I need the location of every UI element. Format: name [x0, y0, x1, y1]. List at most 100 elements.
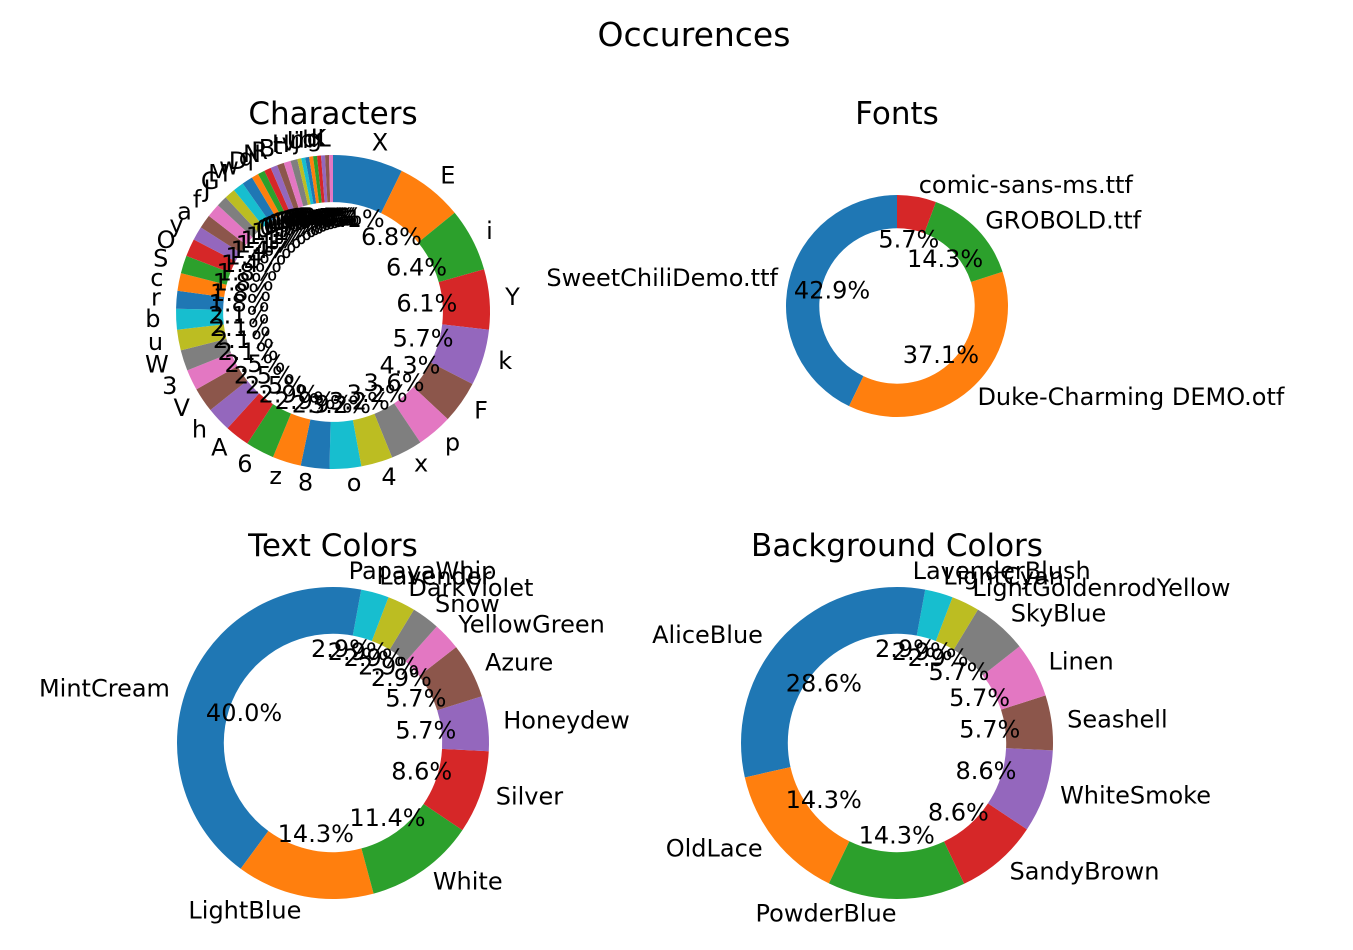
characters-label-u: U — [287, 127, 305, 155]
fonts-wedge-comic-sans-ms-ttf — [897, 195, 936, 234]
characters-percent-g: 1.1% — [241, 226, 302, 254]
text-colors-wedge-lightblue — [240, 831, 374, 899]
fonts-label-duke-charming-demo-otf: Duke-Charming DEMO.otf — [977, 383, 1284, 411]
characters-wedge-i — [418, 212, 485, 283]
characters-label-f: f — [193, 185, 202, 213]
characters-wedge-c — [177, 273, 227, 298]
chart-title-characters: Characters — [248, 96, 417, 132]
fonts-percent-grobold-ttf: 14.3% — [907, 245, 983, 273]
text-colors-percent-snow: 2.9% — [358, 653, 419, 681]
characters-wedge-x — [374, 403, 421, 458]
characters-percent-a: 2.5% — [245, 372, 306, 400]
background-colors-wedge-powderblue — [828, 841, 965, 899]
characters-percent-h: 0.7% — [279, 206, 340, 234]
characters-label-a: A — [211, 434, 228, 462]
characters-percent-o: 3.2% — [310, 391, 371, 419]
characters-wedge-d — [251, 174, 281, 218]
text-colors-label-lavender: Lavender — [379, 563, 491, 591]
characters-percent-b: 0.7% — [271, 208, 332, 236]
fonts-percent-comic-sans-ms-ttf: 5.7% — [878, 225, 939, 253]
characters-percent-y: 6.1% — [396, 289, 457, 317]
characters-percent-c: 1.8% — [210, 279, 271, 307]
characters-percent-f: 1.4% — [231, 236, 292, 264]
text-colors-label-mintcream: MintCream — [39, 675, 170, 703]
characters-wedge-k — [324, 155, 331, 203]
fonts-wedge-sweetchilidemo-ttf — [786, 195, 897, 407]
background-colors-label-linen: Linen — [1048, 647, 1113, 675]
characters-percent-h: 2.5% — [234, 362, 295, 390]
characters-label-q: q — [239, 143, 254, 171]
characters-percent-j: 0.4% — [285, 205, 346, 233]
characters-wedge-h — [210, 380, 260, 429]
characters-label-h: h — [192, 415, 207, 443]
background-colors-wedge-whitesmoke — [987, 748, 1053, 830]
text-colors-percent-papayawhip: 2.9% — [311, 635, 372, 663]
characters-label-o: O — [157, 226, 176, 254]
background-colors-wedge-lightcyan — [916, 589, 953, 641]
characters-label-a: a — [177, 198, 192, 226]
characters-wedge-o — [329, 420, 362, 470]
characters-percent-b: 2.1% — [208, 301, 269, 329]
characters-wedge-j — [217, 197, 258, 238]
characters-percent-j: 1.1% — [236, 231, 297, 259]
characters-label-f: F — [474, 396, 488, 424]
characters-label-w: w — [219, 152, 239, 180]
characters-percent-x: 7.1% — [324, 205, 385, 233]
pie-characters: X 7.1% E 6.8% i 6.4% Y 6.1% k 5.7% F 4.3% p 3.6% x 3.2%… — [145, 124, 520, 497]
characters-wedge-3 — [187, 352, 238, 390]
characters-wedge-u — [305, 156, 317, 204]
background-colors-percent-powderblue: 14.3% — [859, 822, 935, 850]
background-colors-label-lightgoldenrodyellow: LightGoldenrodYellow — [972, 574, 1230, 602]
characters-wedge-e — [381, 170, 455, 243]
text-colors-percent-white: 11.4% — [349, 804, 425, 832]
pie-text-colors: MintCream 40.0% LightBlue 14.3% White 11.4% Si… — [39, 557, 630, 925]
characters-label-o: o — [347, 469, 362, 497]
characters-percent-8: 2.9% — [292, 391, 353, 419]
characters-percent-v: 0.4% — [282, 205, 343, 233]
background-colors-label-seashell: Seashell — [1067, 705, 1168, 733]
characters-wedge-d — [317, 155, 325, 203]
characters-label-p: p — [445, 429, 460, 457]
background-colors-percent-skyblue: 5.7% — [929, 658, 990, 686]
characters-percent-k: 0.4% — [299, 203, 360, 231]
background-colors-percent-whitesmoke: 8.6% — [955, 757, 1016, 785]
characters-label-i: i — [486, 217, 493, 245]
background-colors-percent-aliceblue: 28.6% — [786, 670, 862, 698]
text-colors-label-snow: Snow — [435, 590, 500, 618]
characters-label-8: 8 — [298, 469, 313, 497]
chart-title-text-colors: Text Colors — [247, 528, 418, 564]
background-colors-wedge-seashell — [1000, 695, 1053, 751]
characters-label-b: B — [259, 134, 275, 162]
characters-label-j: j — [292, 127, 300, 155]
characters-label-k: K — [311, 124, 328, 152]
characters-label-j: J — [202, 175, 211, 203]
characters-wedge-p — [394, 387, 448, 443]
background-colors-label-aliceblue: AliceBlue — [652, 621, 763, 649]
characters-percent-p: 3.6% — [364, 369, 425, 397]
characters-label-l: L — [317, 124, 331, 152]
background-colors-percent-linen: 5.7% — [949, 684, 1010, 712]
text-colors-label-yellowgreen: YellowGreen — [457, 611, 605, 639]
characters-wedge-w — [180, 338, 231, 371]
characters-label-m: m — [290, 125, 313, 153]
characters-wedge-v — [297, 158, 311, 205]
characters-label-v: v — [282, 128, 296, 156]
background-colors-wedge-aliceblue — [741, 587, 897, 778]
characters-wedge-r — [270, 165, 294, 212]
characters-label-d: d — [302, 125, 317, 153]
characters-wedge-w — [242, 177, 277, 223]
characters-wedge-4 — [352, 413, 393, 467]
background-colors-percent-sandybrown: 8.6% — [928, 799, 989, 827]
characters-label-z: z — [269, 462, 282, 490]
characters-wedge-o — [186, 239, 236, 273]
characters-wedge-y — [193, 227, 241, 262]
characters-wedge-b — [277, 162, 299, 210]
characters-percent-f: 4.3% — [380, 351, 441, 379]
characters-percent-r: 1.8% — [209, 290, 270, 318]
text-colors-percent-lightblue: 14.3% — [278, 820, 354, 848]
text-colors-wedge-mintcream — [177, 587, 333, 869]
characters-percent-l: 0.4% — [289, 204, 350, 232]
characters-percent-s: 1.8% — [213, 268, 274, 296]
characters-wedge-6 — [247, 404, 291, 458]
